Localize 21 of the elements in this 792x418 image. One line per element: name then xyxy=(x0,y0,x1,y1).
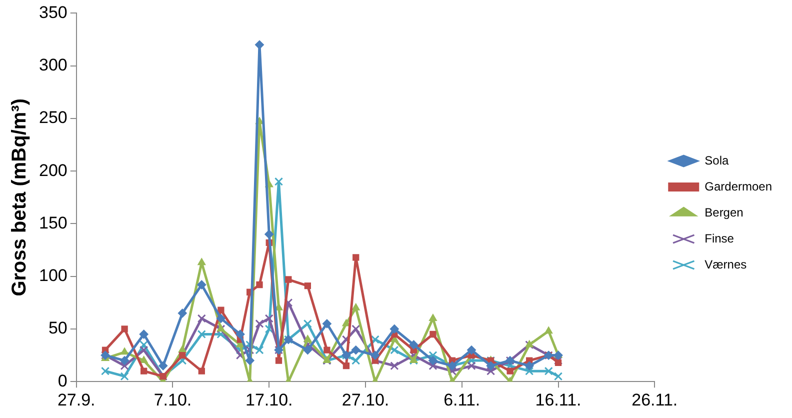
x-tick-label: 27.9. xyxy=(57,390,96,410)
y-tick-label: 300 xyxy=(38,56,68,75)
y-tick-label: 200 xyxy=(38,160,68,180)
legend-label: Gardermoen xyxy=(704,179,772,194)
legend-label: Finse xyxy=(704,231,734,246)
y-axis-title: Gross beta (mBq/m³) xyxy=(8,98,31,296)
y-tick-label: 50 xyxy=(48,318,68,338)
x-tick-label: 26.11. xyxy=(632,390,678,410)
x-tick-label: 27.10. xyxy=(342,390,390,410)
x-tick-label: 6.11. xyxy=(444,390,480,410)
x-tick-label: 17.10. xyxy=(245,390,293,410)
y-tick-label: 150 xyxy=(38,213,68,232)
y-tick-label: 350 xyxy=(38,2,68,22)
legend-label: Værnes xyxy=(704,257,747,272)
y-tick-label: 0 xyxy=(58,371,68,390)
legend-label: Sola xyxy=(704,153,729,168)
y-tick-label: 250 xyxy=(38,108,68,128)
x-tick-label: 7.10. xyxy=(154,390,192,410)
x-tick-label: 16.11. xyxy=(535,390,582,410)
legend-label: Bergen xyxy=(704,205,744,220)
y-tick-label: 100 xyxy=(38,266,68,286)
